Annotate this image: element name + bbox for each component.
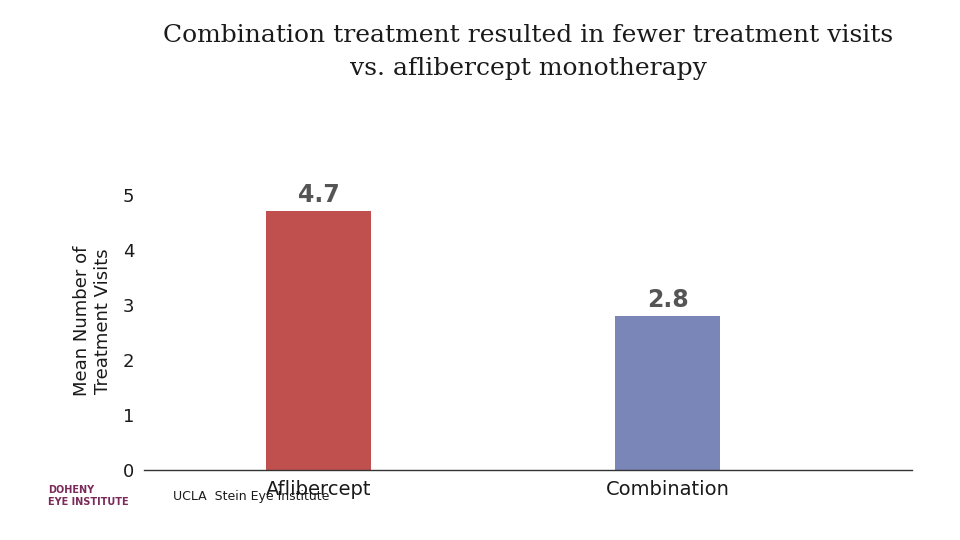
Text: DOHENY
EYE INSTITUTE: DOHENY EYE INSTITUTE xyxy=(48,485,129,507)
Y-axis label: Mean Number of
Treatment Visits: Mean Number of Treatment Visits xyxy=(73,246,111,396)
Text: 4.7: 4.7 xyxy=(298,184,340,207)
Bar xyxy=(615,316,720,470)
Text: 2.8: 2.8 xyxy=(647,288,688,312)
Text: vs. aflibercept monotherapy: vs. aflibercept monotherapy xyxy=(349,57,707,80)
Text: Combination treatment resulted in fewer treatment visits: Combination treatment resulted in fewer … xyxy=(163,24,893,48)
Text: UCLA  Stein Eye Institute: UCLA Stein Eye Institute xyxy=(173,490,329,503)
Bar xyxy=(266,211,371,470)
